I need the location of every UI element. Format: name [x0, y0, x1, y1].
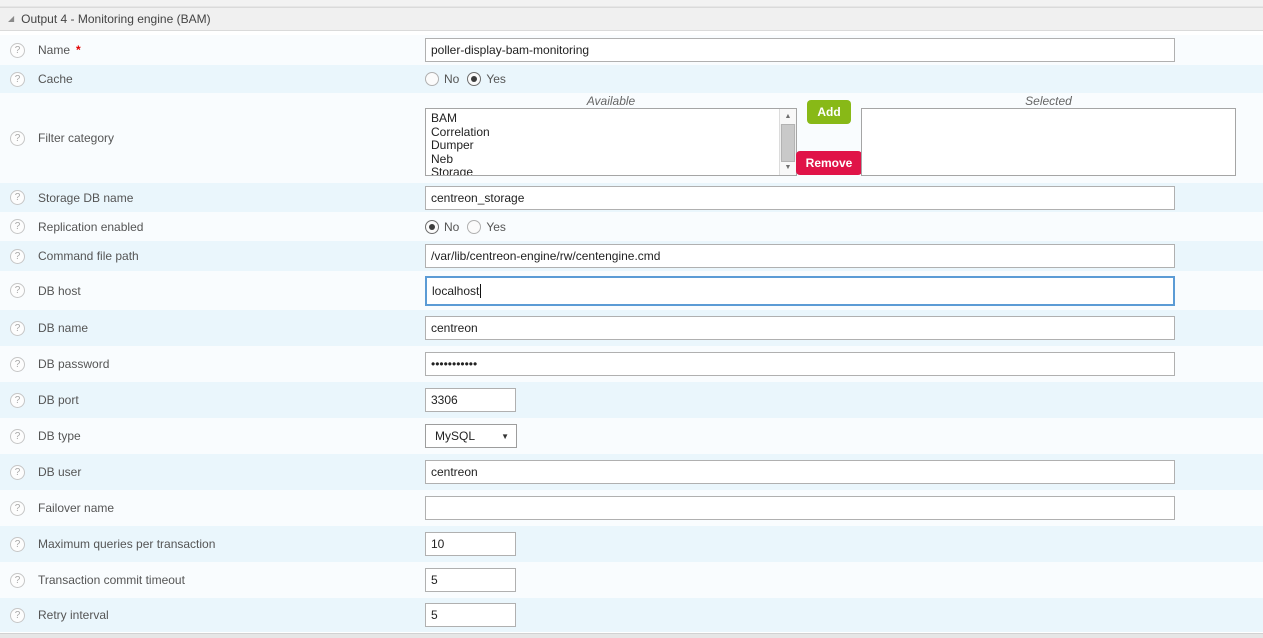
help-icon[interactable]: ? [10, 428, 25, 444]
row-retry-interval: ? Retry interval [0, 598, 1263, 632]
scrollbar-track[interactable] [780, 124, 796, 162]
db-type-select[interactable]: MySQL ▼ [425, 424, 517, 448]
collapse-triangle-icon[interactable]: ◢ [8, 14, 15, 23]
text-caret [480, 283, 482, 298]
list-item[interactable]: Correlation [431, 124, 490, 139]
help-icon[interactable]: ? [10, 356, 25, 372]
replication-radio-yes-label: Yes [486, 219, 506, 234]
cache-radio-yes-label: Yes [486, 72, 506, 86]
row-db-type: ? DB type MySQL ▼ [0, 418, 1263, 454]
remove-button[interactable]: Remove [795, 151, 863, 175]
next-section-edge [0, 633, 1263, 638]
list-item[interactable]: Dumper [431, 138, 474, 152]
help-icon[interactable]: ? [10, 219, 25, 234]
failover-name-label: Failover name [38, 501, 115, 515]
command-file-path-label: Command file path [38, 249, 139, 263]
help-icon[interactable]: ? [10, 248, 25, 264]
help-icon[interactable]: ? [10, 42, 25, 58]
row-name: ? Name * [0, 35, 1263, 65]
list-item[interactable]: Neb [431, 151, 454, 166]
db-user-label: DB user [38, 465, 82, 479]
help-icon[interactable]: ? [10, 500, 25, 516]
db-user-input[interactable] [425, 460, 1175, 484]
row-db-host: ? DB host localhost [0, 271, 1263, 310]
failover-name-input[interactable] [425, 496, 1175, 520]
help-icon[interactable]: ? [10, 464, 25, 480]
list-item[interactable]: Storage [431, 165, 474, 175]
help-icon[interactable]: ? [10, 536, 25, 552]
db-host-input[interactable]: localhost [425, 275, 1175, 306]
row-failover-name: ? Failover name [0, 490, 1263, 526]
row-replication-enabled: ? Replication enabled No Yes [0, 212, 1263, 241]
row-transaction-commit-timeout: ? Transaction commit timeout [0, 562, 1263, 598]
command-file-path-input[interactable] [425, 244, 1175, 268]
row-db-user: ? DB user [0, 454, 1263, 490]
max-queries-label: Maximum queries per transaction [38, 537, 216, 551]
section-header[interactable]: ◢ Output 4 - Monitoring engine (BAM) [0, 7, 1263, 31]
db-port-label: DB port [38, 393, 79, 407]
db-port-input[interactable] [425, 388, 516, 412]
name-label: Name [38, 43, 71, 57]
select-arrow-icon: ▼ [501, 431, 509, 441]
help-icon[interactable]: ? [10, 283, 25, 298]
scroll-down-icon[interactable]: ▼ [780, 160, 796, 175]
required-asterisk: * [76, 43, 81, 57]
top-strip [0, 0, 1263, 7]
cache-radio-no[interactable] [425, 72, 439, 86]
storage-db-name-label: Storage DB name [38, 190, 134, 205]
row-storage-db-name: ? Storage DB name [0, 183, 1263, 212]
retry-interval-input[interactable] [425, 603, 516, 627]
transaction-commit-timeout-input[interactable] [425, 568, 516, 592]
replication-enabled-label: Replication enabled [38, 219, 144, 234]
cache-radio-yes[interactable] [467, 72, 482, 86]
retry-interval-label: Retry interval [38, 608, 109, 622]
help-icon[interactable]: ? [10, 320, 25, 336]
help-icon[interactable]: ? [10, 572, 25, 588]
db-name-input[interactable] [425, 316, 1175, 340]
row-command-file-path: ? Command file path [0, 241, 1263, 271]
add-button[interactable]: Add [807, 100, 851, 124]
db-name-label: DB name [38, 321, 89, 335]
selected-list[interactable] [861, 108, 1236, 176]
selected-list-label: Selected [1025, 94, 1072, 108]
name-input[interactable] [425, 38, 1175, 62]
db-password-input[interactable] [425, 352, 1175, 376]
db-type-selected-value: MySQL [435, 429, 476, 443]
replication-radio-no[interactable] [425, 219, 439, 234]
row-cache: ? Cache No Yes [0, 65, 1263, 93]
replication-radio-no-label: No [444, 219, 460, 234]
max-queries-input[interactable] [425, 532, 516, 556]
help-icon[interactable]: ? [10, 392, 25, 408]
row-filter-category: ? Filter category Available BAM Correlat… [0, 93, 1263, 183]
cache-label: Cache [38, 72, 73, 86]
scrollbar[interactable]: ▲ ▼ [779, 109, 796, 175]
scroll-up-icon[interactable]: ▲ [780, 109, 796, 124]
bottom-gap [0, 632, 1263, 633]
scrollbar-thumb[interactable] [781, 124, 795, 162]
db-host-label: DB host [38, 283, 81, 298]
db-password-label: DB password [38, 357, 110, 371]
row-db-password: ? DB password [0, 346, 1263, 382]
available-list[interactable]: BAM Correlation Dumper Neb Storage ▲ ▼ [425, 108, 797, 176]
help-icon[interactable]: ? [10, 71, 25, 87]
db-type-label: DB type [38, 429, 81, 443]
list-item[interactable]: BAM [431, 111, 458, 125]
row-db-port: ? DB port [0, 382, 1263, 418]
help-icon[interactable]: ? [10, 607, 25, 623]
section-title: Output 4 - Monitoring engine (BAM) [21, 12, 211, 26]
header-gap [0, 31, 1263, 35]
row-max-queries: ? Maximum queries per transaction [0, 526, 1263, 562]
help-icon[interactable]: ? [10, 130, 25, 146]
filter-category-label: Filter category [38, 131, 115, 145]
cache-radio-no-label: No [444, 72, 460, 86]
db-host-value: localhost [432, 283, 480, 298]
help-icon[interactable]: ? [10, 190, 25, 205]
available-list-label: Available [586, 94, 636, 108]
storage-db-name-input[interactable] [425, 185, 1175, 210]
row-db-name: ? DB name [0, 310, 1263, 346]
replication-radio-yes[interactable] [467, 219, 482, 234]
transaction-commit-timeout-label: Transaction commit timeout [38, 573, 185, 587]
